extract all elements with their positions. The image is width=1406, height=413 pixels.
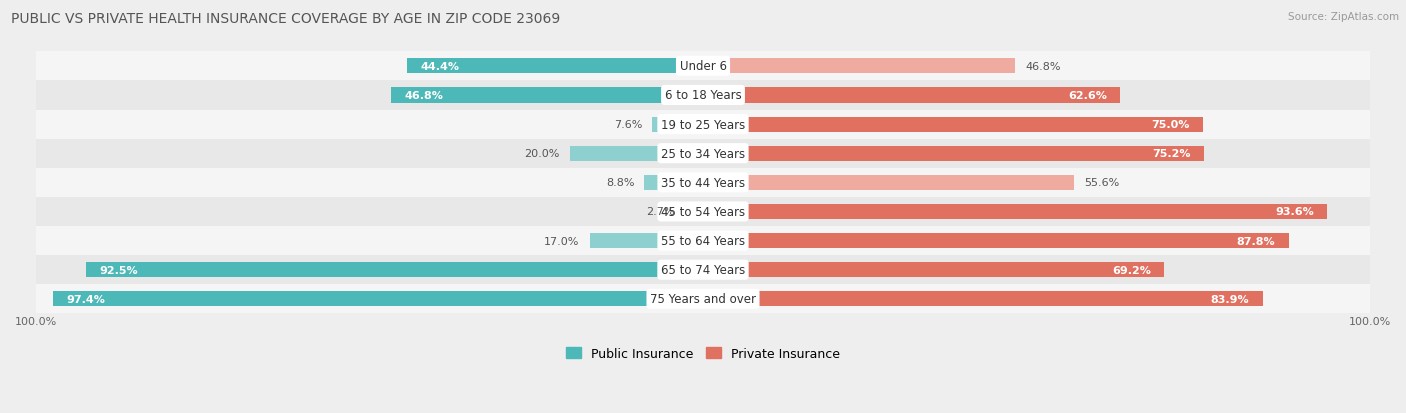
Bar — [37, 285, 1369, 313]
Text: PUBLIC VS PRIVATE HEALTH INSURANCE COVERAGE BY AGE IN ZIP CODE 23069: PUBLIC VS PRIVATE HEALTH INSURANCE COVER… — [11, 12, 561, 26]
Text: 35 to 44 Years: 35 to 44 Years — [661, 176, 745, 190]
Text: 87.8%: 87.8% — [1236, 236, 1275, 246]
Bar — [703, 59, 1015, 74]
Bar — [644, 176, 703, 190]
Text: 75.0%: 75.0% — [1152, 120, 1189, 130]
Text: 8.8%: 8.8% — [606, 178, 634, 188]
Text: 62.6%: 62.6% — [1069, 91, 1107, 101]
Text: Source: ZipAtlas.com: Source: ZipAtlas.com — [1288, 12, 1399, 22]
Bar — [53, 292, 703, 307]
Text: 45 to 54 Years: 45 to 54 Years — [661, 206, 745, 218]
Text: 19 to 25 Years: 19 to 25 Years — [661, 118, 745, 131]
Legend: Public Insurance, Private Insurance: Public Insurance, Private Insurance — [561, 342, 845, 365]
Bar — [406, 59, 703, 74]
Bar — [652, 117, 703, 132]
Text: 46.8%: 46.8% — [1025, 62, 1060, 71]
Text: 75 Years and over: 75 Years and over — [650, 293, 756, 306]
Bar — [589, 233, 703, 249]
Text: 20.0%: 20.0% — [524, 149, 560, 159]
Text: 6 to 18 Years: 6 to 18 Years — [665, 89, 741, 102]
Text: 65 to 74 Years: 65 to 74 Years — [661, 263, 745, 277]
Bar — [86, 263, 703, 278]
Text: 46.8%: 46.8% — [405, 91, 443, 101]
Bar — [703, 233, 1288, 249]
Text: 25 to 34 Years: 25 to 34 Years — [661, 147, 745, 160]
Text: 75.2%: 75.2% — [1153, 149, 1191, 159]
Bar — [391, 88, 703, 103]
Text: 97.4%: 97.4% — [67, 294, 105, 304]
Bar — [703, 204, 1327, 220]
Text: 17.0%: 17.0% — [544, 236, 579, 246]
Text: 69.2%: 69.2% — [1112, 265, 1152, 275]
Text: 55.6%: 55.6% — [1084, 178, 1119, 188]
Text: 83.9%: 83.9% — [1211, 294, 1249, 304]
Bar — [37, 139, 1369, 169]
Text: 44.4%: 44.4% — [420, 62, 460, 71]
Bar — [37, 81, 1369, 110]
Text: 7.6%: 7.6% — [614, 120, 643, 130]
Bar — [703, 88, 1121, 103]
Text: 55 to 64 Years: 55 to 64 Years — [661, 235, 745, 247]
Bar — [37, 226, 1369, 256]
Bar — [703, 263, 1164, 278]
Bar — [703, 292, 1263, 307]
Text: 92.5%: 92.5% — [100, 265, 138, 275]
Bar — [37, 169, 1369, 197]
Bar — [37, 256, 1369, 285]
Bar — [703, 117, 1204, 132]
Bar — [703, 176, 1074, 190]
Text: 2.7%: 2.7% — [647, 207, 675, 217]
Text: Under 6: Under 6 — [679, 60, 727, 73]
Bar — [685, 204, 703, 220]
Text: 93.6%: 93.6% — [1275, 207, 1313, 217]
Bar — [703, 146, 1205, 161]
Bar — [37, 52, 1369, 81]
Bar — [569, 146, 703, 161]
Bar — [37, 110, 1369, 139]
Bar — [37, 197, 1369, 226]
